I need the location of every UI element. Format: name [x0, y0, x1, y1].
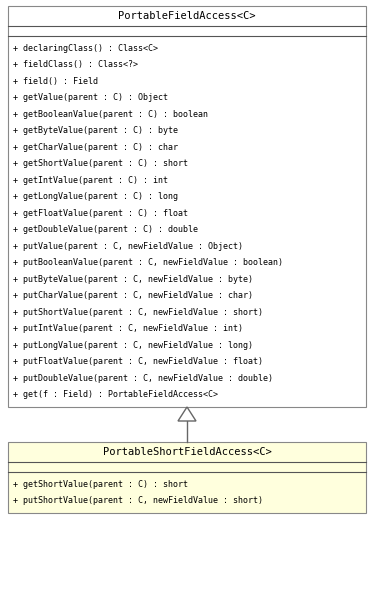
Polygon shape	[178, 407, 196, 421]
Text: + getBooleanValue(parent : C) : boolean: + getBooleanValue(parent : C) : boolean	[13, 110, 208, 119]
Text: + getShortValue(parent : C) : short: + getShortValue(parent : C) : short	[13, 480, 188, 489]
Text: PortableFieldAccess<C>: PortableFieldAccess<C>	[118, 11, 256, 21]
Bar	[8, 442, 366, 513]
Text: + getByteValue(parent : C) : byte: + getByteValue(parent : C) : byte	[13, 126, 178, 135]
Text: + putShortValue(parent : C, newFieldValue : short): + putShortValue(parent : C, newFieldValu…	[13, 308, 263, 317]
Bar	[8, 6, 366, 407]
Text: + getLongValue(parent : C) : long: + getLongValue(parent : C) : long	[13, 192, 178, 201]
Text: + putByteValue(parent : C, newFieldValue : byte): + putByteValue(parent : C, newFieldValue…	[13, 275, 253, 284]
Text: + getCharValue(parent : C) : char: + getCharValue(parent : C) : char	[13, 143, 178, 152]
Text: PortableShortFieldAccess<C>: PortableShortFieldAccess<C>	[103, 447, 271, 457]
Text: + getValue(parent : C) : Object: + getValue(parent : C) : Object	[13, 93, 168, 102]
Text: + field() : Field: + field() : Field	[13, 77, 98, 86]
Text: + getDoubleValue(parent : C) : double: + getDoubleValue(parent : C) : double	[13, 225, 198, 234]
Text: + get(f : Field) : PortableFieldAccess<C>: + get(f : Field) : PortableFieldAccess<C…	[13, 390, 218, 399]
Text: + getFloatValue(parent : C) : float: + getFloatValue(parent : C) : float	[13, 209, 188, 218]
Text: + getIntValue(parent : C) : int: + getIntValue(parent : C) : int	[13, 176, 168, 185]
Text: + fieldClass() : Class<?>: + fieldClass() : Class<?>	[13, 60, 138, 69]
Text: + putLongValue(parent : C, newFieldValue : long): + putLongValue(parent : C, newFieldValue…	[13, 341, 253, 350]
Text: + putIntValue(parent : C, newFieldValue : int): + putIntValue(parent : C, newFieldValue …	[13, 324, 243, 333]
Text: + putShortValue(parent : C, newFieldValue : short): + putShortValue(parent : C, newFieldValu…	[13, 497, 263, 505]
Text: + putValue(parent : C, newFieldValue : Object): + putValue(parent : C, newFieldValue : O…	[13, 242, 243, 251]
Text: + declaringClass() : Class<C>: + declaringClass() : Class<C>	[13, 44, 158, 53]
Text: + putBooleanValue(parent : C, newFieldValue : boolean): + putBooleanValue(parent : C, newFieldVa…	[13, 258, 283, 267]
Text: + putDoubleValue(parent : C, newFieldValue : double): + putDoubleValue(parent : C, newFieldVal…	[13, 374, 273, 383]
Text: + putFloatValue(parent : C, newFieldValue : float): + putFloatValue(parent : C, newFieldValu…	[13, 357, 263, 366]
Text: + putCharValue(parent : C, newFieldValue : char): + putCharValue(parent : C, newFieldValue…	[13, 291, 253, 300]
Text: + getShortValue(parent : C) : short: + getShortValue(parent : C) : short	[13, 159, 188, 168]
